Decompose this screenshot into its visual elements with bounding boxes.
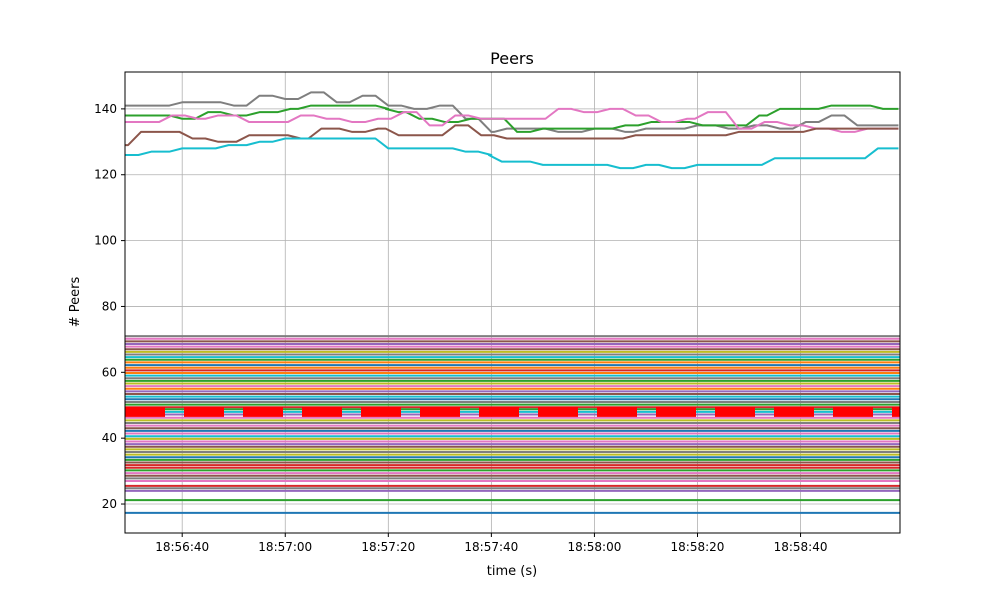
- series-line: [125, 107, 899, 133]
- x-tick-label: 18:57:20: [361, 540, 415, 554]
- y-tick-label: 120: [94, 168, 117, 182]
- series-line: [125, 104, 899, 133]
- series-line: [125, 91, 899, 133]
- x-tick-label: 18:58:00: [567, 540, 621, 554]
- x-tick-label: 18:57:00: [258, 540, 312, 554]
- x-tick-label: 18:58:20: [671, 540, 725, 554]
- x-tick-label: 18:56:40: [155, 540, 209, 554]
- axes-frame: [124, 71, 901, 534]
- y-tick-label: 20: [102, 497, 117, 511]
- series-line: [125, 137, 899, 170]
- y-tick-label: 80: [102, 299, 117, 313]
- y-tick-label: 60: [102, 365, 117, 379]
- ticks: 18:56:40 18:57:00 18:57:20 18:57:40 18:58:00…: [94, 102, 827, 554]
- y-tick-label: 40: [102, 431, 117, 445]
- series-line: [125, 124, 899, 147]
- y-tick-label: 100: [94, 234, 117, 248]
- x-tick-label: 18:58:40: [774, 540, 828, 554]
- x-tick-label: 18:57:40: [464, 540, 518, 554]
- x-axis-label: time (s): [487, 564, 537, 579]
- y-tick-label: 140: [94, 102, 117, 116]
- chart-title: Peers: [490, 49, 534, 68]
- y-axis-label: # Peers: [68, 277, 83, 328]
- plot-lines: [125, 91, 900, 514]
